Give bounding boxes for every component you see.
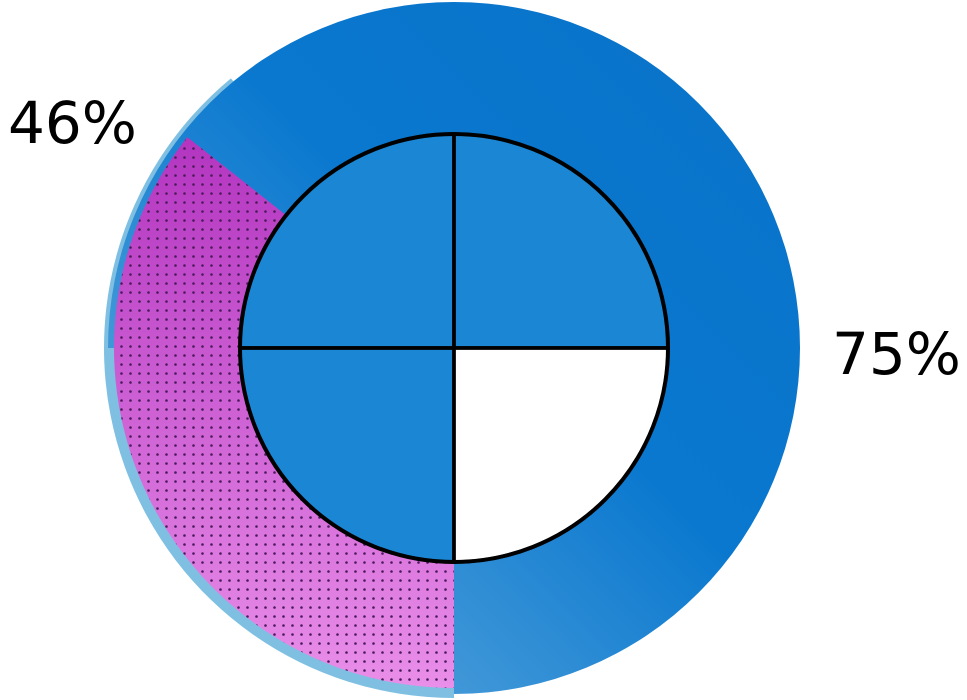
outer-percent-label: 75%	[832, 320, 961, 388]
overlay-percent-label: 46%	[8, 89, 137, 157]
